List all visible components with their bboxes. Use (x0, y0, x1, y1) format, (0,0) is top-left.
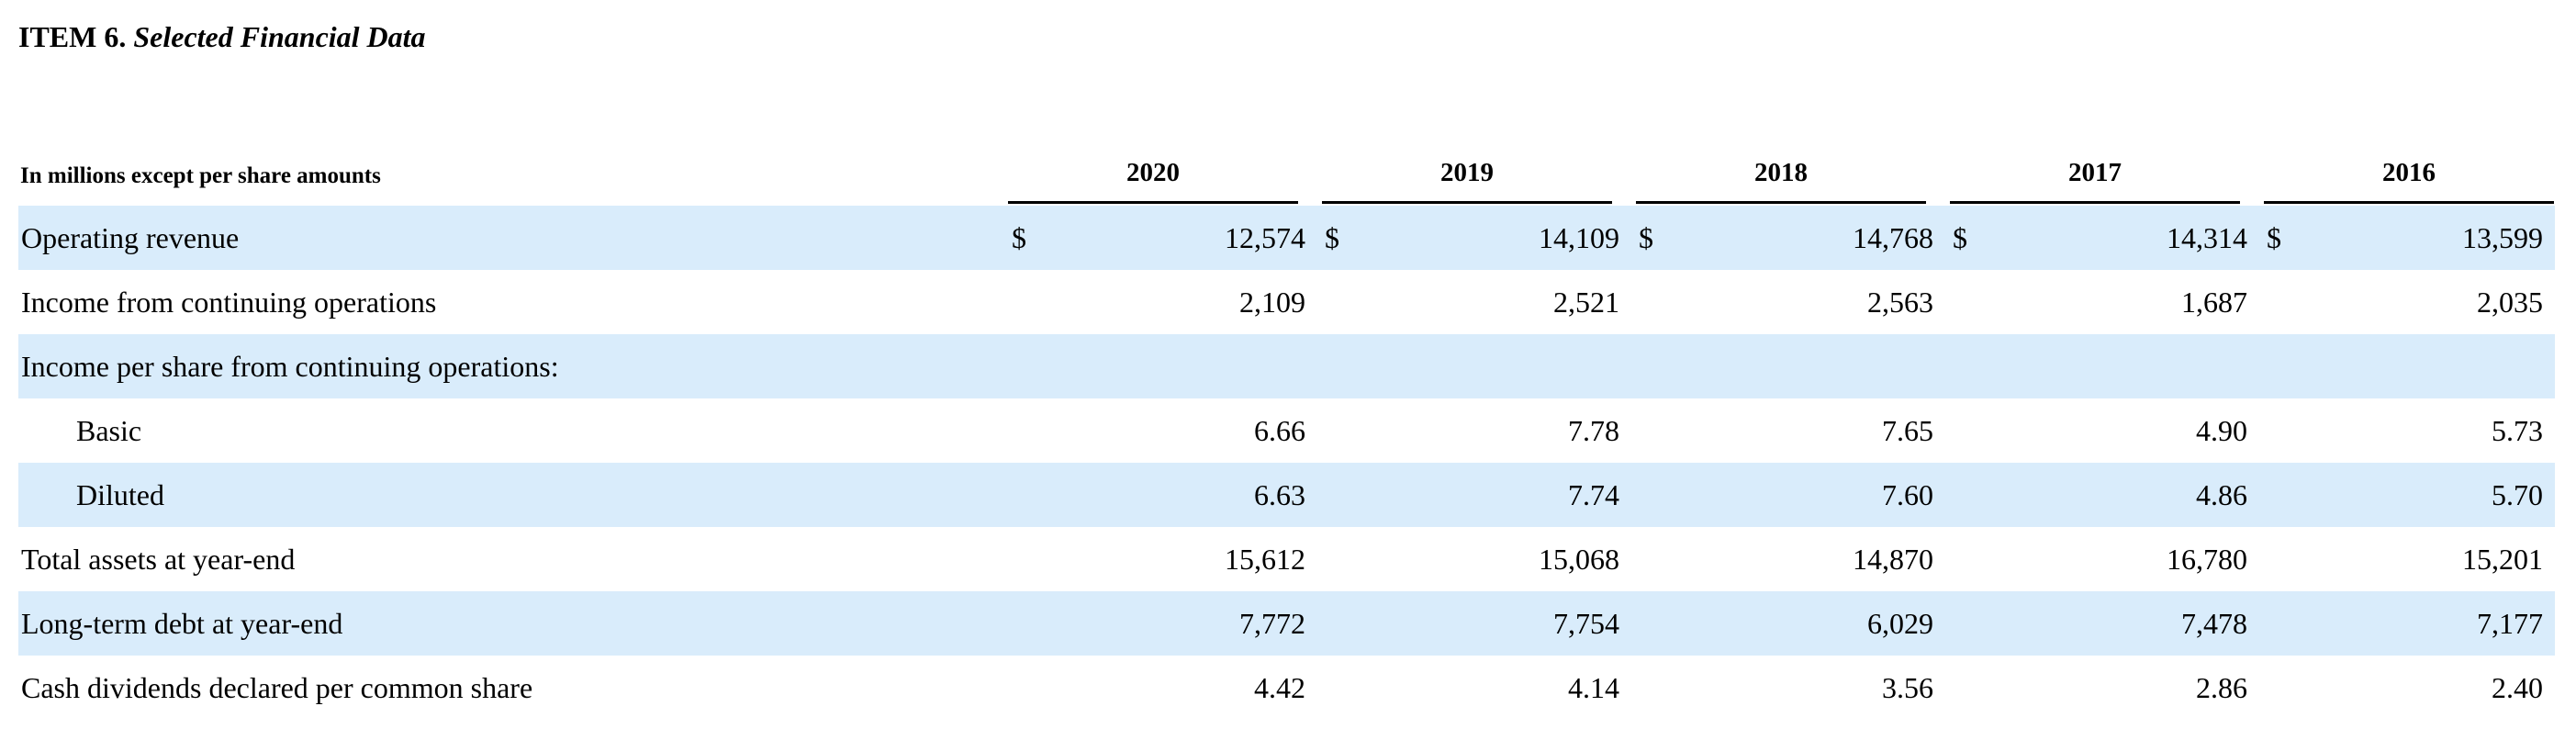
value-2018: 14,768 (1853, 221, 1933, 254)
value-2016: 15,201 (2462, 543, 2543, 576)
row-label: Income per share from continuing operati… (21, 350, 559, 383)
value-2019: 14,109 (1539, 221, 1619, 254)
value-2017: 1,687 (2181, 286, 2247, 319)
value-2016: 2.40 (2492, 671, 2543, 704)
table-row-long-term-debt: Long-term debt at year-end 7,772 7,754 6… (18, 591, 2555, 656)
table-row-diluted: Diluted 6.63 7.74 7.60 4.86 5.70 (18, 463, 2555, 527)
row-label: Operating revenue (21, 221, 240, 254)
currency-symbol: $ (1639, 221, 1653, 254)
table-row-basic: Basic 6.66 7.78 7.65 4.90 5.73 (18, 398, 2555, 463)
value-2017: 14,314 (2167, 221, 2247, 254)
value-2017: 16,780 (2167, 543, 2247, 576)
year-header-2020: 2020 (1008, 158, 1298, 204)
value-2016: 13,599 (2462, 221, 2543, 254)
value-2016: 7,177 (2477, 607, 2543, 640)
year-header-2018: 2018 (1636, 158, 1926, 204)
value-2020: 6.66 (1254, 414, 1305, 447)
value-2017: 2.86 (2196, 671, 2247, 704)
value-2018: 7.65 (1882, 414, 1933, 447)
row-label: Diluted (76, 478, 164, 511)
value-2017: 4.90 (2196, 414, 2247, 447)
value-2019: 4.14 (1568, 671, 1619, 704)
value-2020: 12,574 (1225, 221, 1305, 254)
value-2016: 2,035 (2477, 286, 2543, 319)
row-label: Total assets at year-end (21, 543, 296, 576)
value-2020: 15,612 (1225, 543, 1305, 576)
table-row-operating-revenue: Operating revenue $ 12,574 $ 14,109 $ 14… (18, 206, 2555, 270)
value-2018: 14,870 (1853, 543, 1933, 576)
value-2016: 5.73 (2492, 414, 2543, 447)
item-number: ITEM 6. (18, 20, 127, 53)
value-2019: 2,521 (1553, 286, 1619, 319)
value-2019: 15,068 (1539, 543, 1619, 576)
value-2017: 4.86 (2196, 478, 2247, 511)
row-label: Income from continuing operations (21, 286, 437, 319)
table-row-total-assets: Total assets at year-end 15,612 15,068 1… (18, 527, 2555, 591)
value-2017: 7,478 (2181, 607, 2247, 640)
value-2019: 7,754 (1553, 607, 1619, 640)
year-header-2019: 2019 (1322, 158, 1612, 204)
units-label: In millions except per share amounts (20, 163, 381, 188)
table-row-income-continuing: Income from continuing operations 2,109 … (18, 270, 2555, 334)
value-2019: 7.74 (1568, 478, 1619, 511)
value-2018: 2,563 (1867, 286, 1933, 319)
value-2020: 4.42 (1254, 671, 1305, 704)
value-2020: 7,772 (1239, 607, 1305, 640)
year-header-2016: 2016 (2264, 158, 2554, 204)
currency-symbol: $ (1325, 221, 1339, 254)
value-2020: 6.63 (1254, 478, 1305, 511)
row-label: Cash dividends declared per common share (21, 671, 533, 704)
row-label: Long-term debt at year-end (21, 607, 343, 640)
section-title: Selected Financial Data (133, 20, 426, 53)
table-row-income-per-share-heading: Income per share from continuing operati… (18, 334, 2555, 398)
value-2018: 6,029 (1867, 607, 1933, 640)
section-heading: ITEM 6. Selected Financial Data (18, 20, 426, 54)
value-2018: 7.60 (1882, 478, 1933, 511)
year-header-2017: 2017 (1950, 158, 2240, 204)
currency-symbol: $ (2267, 221, 2281, 254)
value-2020: 2,109 (1239, 286, 1305, 319)
table-row-cash-dividends: Cash dividends declared per common share… (18, 656, 2555, 720)
value-2016: 5.70 (2492, 478, 2543, 511)
value-2018: 3.56 (1882, 671, 1933, 704)
currency-symbol: $ (1953, 221, 1967, 254)
value-2019: 7.78 (1568, 414, 1619, 447)
currency-symbol: $ (1012, 221, 1026, 254)
row-label: Basic (76, 414, 142, 447)
